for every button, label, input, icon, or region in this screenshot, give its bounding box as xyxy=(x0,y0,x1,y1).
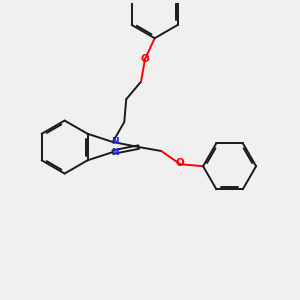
Text: N: N xyxy=(111,136,118,146)
Text: N: N xyxy=(111,148,118,158)
Text: O: O xyxy=(176,158,184,168)
Text: O: O xyxy=(140,54,149,64)
